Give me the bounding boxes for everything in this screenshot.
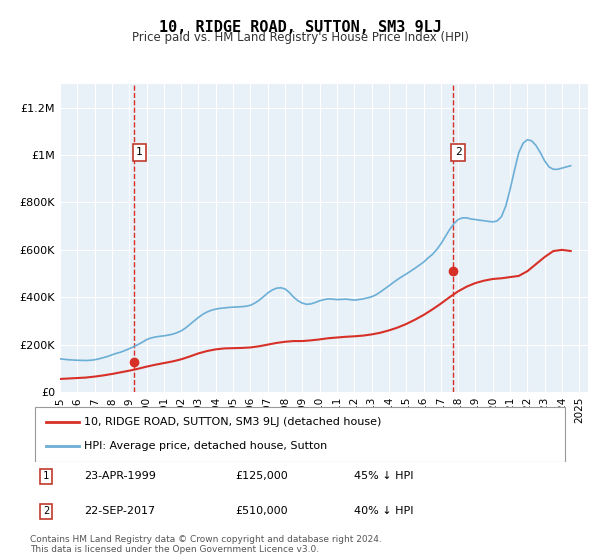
Text: 10, RIDGE ROAD, SUTTON, SM3 9LJ: 10, RIDGE ROAD, SUTTON, SM3 9LJ xyxy=(158,20,442,35)
Text: 22-SEP-2017: 22-SEP-2017 xyxy=(84,506,155,516)
Text: £125,000: £125,000 xyxy=(235,472,288,482)
FancyBboxPatch shape xyxy=(35,407,565,462)
Text: £510,000: £510,000 xyxy=(235,506,288,516)
Text: 10, RIDGE ROAD, SUTTON, SM3 9LJ (detached house): 10, RIDGE ROAD, SUTTON, SM3 9LJ (detache… xyxy=(84,417,382,427)
Text: 23-APR-1999: 23-APR-1999 xyxy=(84,472,156,482)
Text: 2: 2 xyxy=(43,506,49,516)
Text: Price paid vs. HM Land Registry's House Price Index (HPI): Price paid vs. HM Land Registry's House … xyxy=(131,31,469,44)
Text: 2: 2 xyxy=(455,147,461,157)
Text: 1: 1 xyxy=(43,472,49,482)
Text: Contains HM Land Registry data © Crown copyright and database right 2024.
This d: Contains HM Land Registry data © Crown c… xyxy=(30,535,382,554)
Text: HPI: Average price, detached house, Sutton: HPI: Average price, detached house, Sutt… xyxy=(84,441,327,451)
Text: 1: 1 xyxy=(136,147,143,157)
Text: 40% ↓ HPI: 40% ↓ HPI xyxy=(354,506,413,516)
Text: 45% ↓ HPI: 45% ↓ HPI xyxy=(354,472,413,482)
